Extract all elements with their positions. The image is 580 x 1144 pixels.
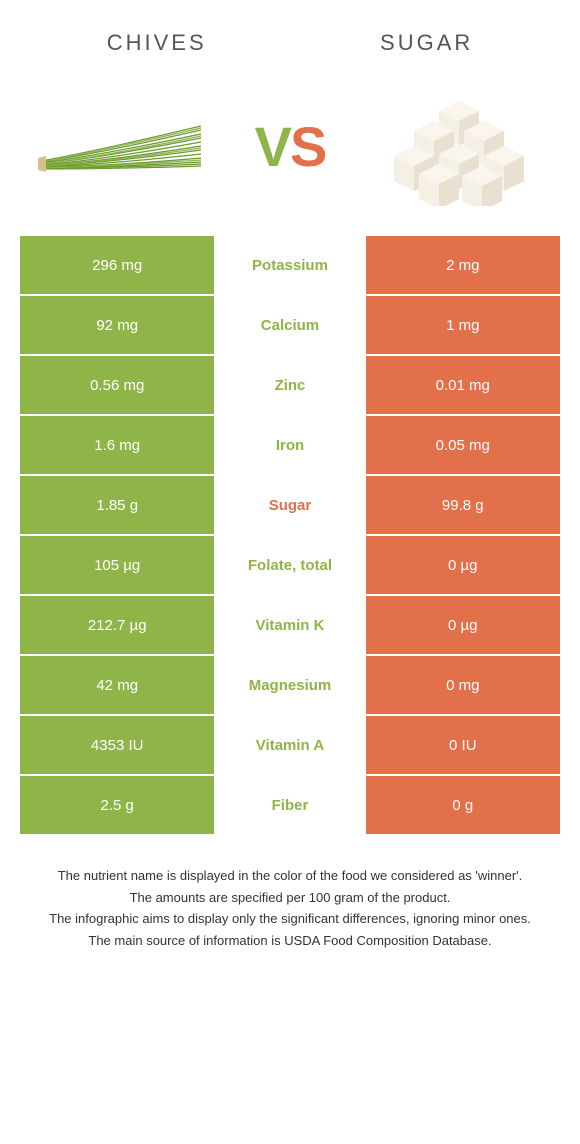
cell-label: Potassium [214,236,365,296]
nutrient-table: 296 mgPotassium2 mg92 mgCalcium1 mg0.56 … [20,236,560,836]
vs-s: S [290,115,325,178]
cell-label: Fiber [214,776,365,836]
cell-right: 0.05 mg [366,416,560,476]
table-row: 4353 IUVitamin A0 IU [20,716,560,776]
footnotes: The nutrient name is displayed in the co… [0,836,580,972]
cell-label: Vitamin K [214,596,365,656]
cell-label: Calcium [214,296,365,356]
cell-label: Zinc [214,356,365,416]
footnote-line: The nutrient name is displayed in the co… [30,866,550,886]
cell-label: Vitamin A [214,716,365,776]
cell-left: 42 mg [20,656,214,716]
table-row: 296 mgPotassium2 mg [20,236,560,296]
cell-right: 1 mg [366,296,560,356]
cell-left: 296 mg [20,236,214,296]
table-row: 92 mgCalcium1 mg [20,296,560,356]
cell-left: 4353 IU [20,716,214,776]
sugar-image [372,86,547,206]
cell-label: Iron [214,416,365,476]
cell-left: 1.85 g [20,476,214,536]
cell-right: 0 µg [366,536,560,596]
cell-right: 0.01 mg [366,356,560,416]
table-row: 105 µgFolate, total0 µg [20,536,560,596]
table-row: 1.85 gSugar99.8 g [20,476,560,536]
table-row: 2.5 gFiber0 g [20,776,560,836]
cell-left: 2.5 g [20,776,214,836]
cell-label: Magnesium [214,656,365,716]
vs-section: VS [0,66,580,236]
vs-label: VS [255,114,326,179]
title-right: Sugar [380,30,473,56]
footnote-line: The main source of information is USDA F… [30,931,550,951]
table-row: 42 mgMagnesium0 mg [20,656,560,716]
cell-right: 0 g [366,776,560,836]
cell-left: 0.56 mg [20,356,214,416]
cell-right: 0 IU [366,716,560,776]
vs-v: V [255,115,290,178]
footnote-line: The amounts are specified per 100 gram o… [30,888,550,908]
table-row: 1.6 mgIron0.05 mg [20,416,560,476]
chives-image [33,86,208,206]
cell-right: 0 mg [366,656,560,716]
cell-left: 105 µg [20,536,214,596]
cell-right: 99.8 g [366,476,560,536]
cell-left: 92 mg [20,296,214,356]
cell-label: Sugar [214,476,365,536]
header: Chives Sugar [0,0,580,66]
title-left: Chives [107,30,207,56]
cell-left: 1.6 mg [20,416,214,476]
footnote-line: The infographic aims to display only the… [30,909,550,929]
cell-left: 212.7 µg [20,596,214,656]
infographic-container: Chives Sugar VS [0,0,580,1144]
table-row: 212.7 µgVitamin K0 µg [20,596,560,656]
cell-label: Folate, total [214,536,365,596]
table-row: 0.56 mgZinc0.01 mg [20,356,560,416]
cell-right: 0 µg [366,596,560,656]
cell-right: 2 mg [366,236,560,296]
